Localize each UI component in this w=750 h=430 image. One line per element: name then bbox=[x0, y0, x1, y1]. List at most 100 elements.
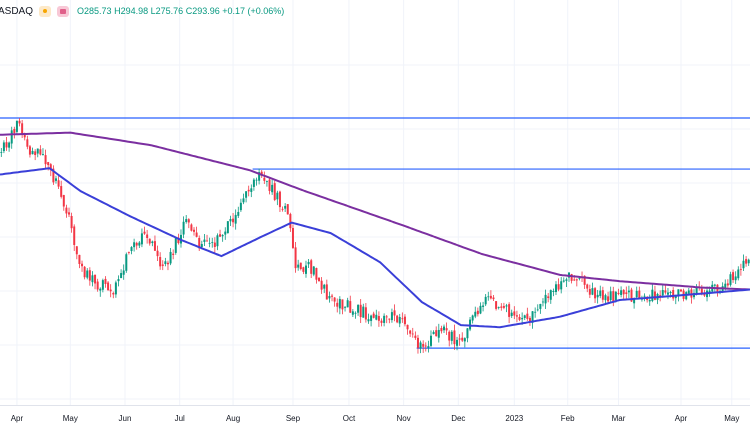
candle-body bbox=[385, 316, 388, 318]
candle-body bbox=[557, 284, 560, 290]
candle-body bbox=[336, 302, 339, 307]
candle-body bbox=[68, 212, 71, 215]
moving-average-line-ma-50 bbox=[0, 167, 750, 329]
candle-body bbox=[414, 335, 417, 338]
candle-body bbox=[625, 292, 628, 294]
candle-body bbox=[450, 331, 453, 341]
candle-body bbox=[724, 283, 727, 289]
candle-body bbox=[26, 139, 29, 147]
candle-body bbox=[86, 270, 89, 278]
candle-body bbox=[458, 338, 461, 340]
data-delayed-icon[interactable] bbox=[57, 5, 70, 17]
candle-body bbox=[357, 304, 360, 313]
candle-body bbox=[367, 319, 370, 322]
candle-body bbox=[323, 284, 326, 289]
candle-body bbox=[54, 178, 57, 181]
candle-body bbox=[112, 293, 115, 295]
candle-body bbox=[531, 311, 534, 323]
candle-body bbox=[409, 330, 412, 334]
candle-body bbox=[703, 293, 706, 296]
candle-body bbox=[341, 299, 344, 310]
candle-body bbox=[153, 241, 156, 251]
candle-body bbox=[633, 299, 636, 304]
candle-body bbox=[328, 296, 331, 299]
candle-body bbox=[239, 202, 242, 211]
candle-body bbox=[583, 275, 586, 285]
candle-body bbox=[304, 265, 307, 274]
candle-body bbox=[122, 270, 125, 275]
candle-body bbox=[528, 317, 531, 322]
candle-body bbox=[164, 261, 167, 265]
close-value: 293.96 bbox=[192, 6, 220, 16]
candle-body bbox=[232, 218, 235, 223]
candle-body bbox=[23, 133, 26, 138]
candle-body bbox=[161, 264, 164, 266]
candle-body bbox=[461, 337, 464, 341]
market-status-icon[interactable] bbox=[39, 5, 52, 17]
candle-body bbox=[8, 142, 11, 148]
candle-body bbox=[424, 345, 427, 347]
candle-body bbox=[547, 296, 550, 298]
candle-body bbox=[130, 247, 133, 252]
candle-body bbox=[635, 290, 638, 298]
candle-body bbox=[411, 333, 414, 335]
candle-body bbox=[489, 295, 492, 299]
candle-body bbox=[591, 288, 594, 295]
candle-body bbox=[211, 242, 214, 243]
candle-body bbox=[99, 288, 102, 291]
candle-body bbox=[474, 311, 477, 317]
time-axis-label: Jul bbox=[175, 414, 185, 423]
candle-body bbox=[604, 295, 607, 301]
candle-body bbox=[96, 281, 99, 290]
time-axis[interactable]: Apr May Jun Jul Aug Sep Oct Nov Dec 2023 Feb Mar Apr… bbox=[11, 414, 740, 423]
candle-body bbox=[34, 151, 37, 156]
candle-body bbox=[18, 120, 21, 124]
candle-body bbox=[101, 280, 104, 290]
candle-body bbox=[81, 263, 84, 267]
candle-body bbox=[21, 123, 24, 134]
candle-body bbox=[117, 279, 120, 282]
symbol-name[interactable]: ASDAQ bbox=[0, 5, 34, 17]
candle-body bbox=[229, 218, 232, 222]
candle-body bbox=[513, 311, 516, 316]
candle-body bbox=[432, 331, 435, 335]
candle-body bbox=[359, 304, 362, 318]
candle-body bbox=[310, 260, 313, 274]
candle-body bbox=[234, 214, 237, 224]
candle-body bbox=[5, 142, 8, 148]
time-axis-label: Feb bbox=[561, 414, 575, 423]
candle-body bbox=[643, 295, 646, 297]
candle-body bbox=[497, 307, 500, 308]
time-axis-label: May bbox=[724, 414, 739, 423]
time-axis-label: Apr bbox=[11, 414, 24, 423]
candle-body bbox=[620, 290, 623, 295]
open-value: 285.73 bbox=[84, 6, 112, 16]
candle-body bbox=[440, 327, 443, 332]
candle-body bbox=[739, 269, 742, 271]
horizontal-levels[interactable] bbox=[0, 117, 750, 349]
candle-body bbox=[195, 232, 198, 237]
candle-body bbox=[315, 268, 318, 280]
candle-body bbox=[109, 289, 112, 292]
candle-body bbox=[60, 186, 63, 197]
candle-body bbox=[156, 250, 159, 257]
candle-body bbox=[596, 294, 599, 298]
candle-body bbox=[476, 310, 479, 315]
candle-body bbox=[630, 289, 633, 302]
low-label: L bbox=[150, 6, 156, 16]
candle-body bbox=[333, 297, 336, 302]
candle-body bbox=[406, 324, 409, 330]
candle-body bbox=[185, 219, 188, 222]
candle-body bbox=[15, 120, 18, 132]
candle-body bbox=[299, 262, 302, 269]
time-axis-label: Aug bbox=[226, 414, 240, 423]
candle-body bbox=[726, 283, 729, 286]
close-label: C bbox=[185, 6, 193, 16]
candle-body bbox=[586, 284, 589, 289]
candle-body bbox=[539, 303, 542, 309]
candle-body bbox=[370, 315, 373, 321]
candle-body bbox=[617, 292, 620, 295]
candle-body bbox=[226, 221, 229, 234]
candle-body bbox=[127, 252, 130, 253]
